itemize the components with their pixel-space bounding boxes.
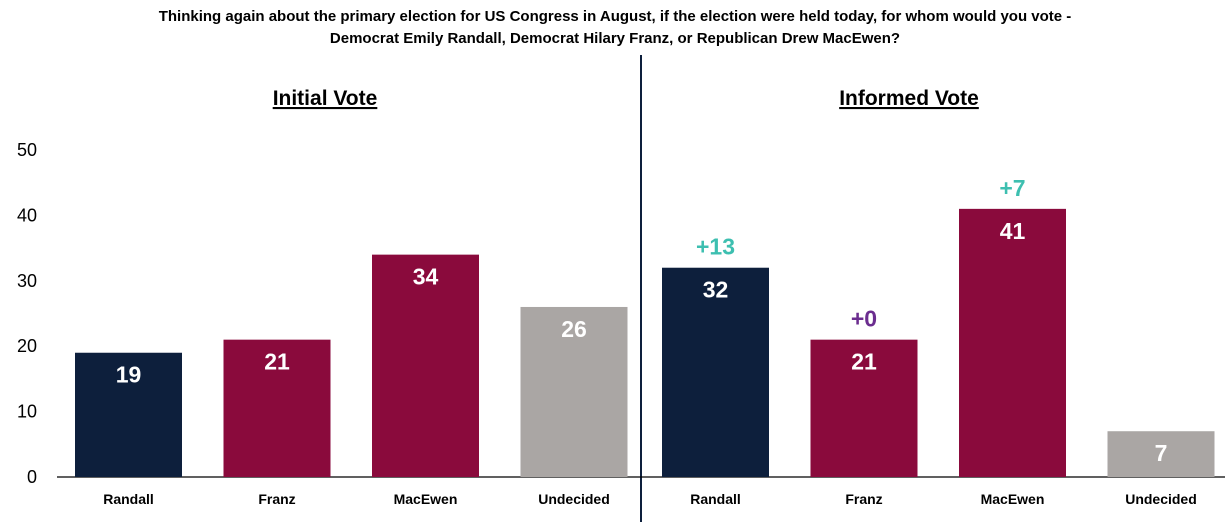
x-tick-label: Undecided [1125,491,1197,507]
bar [520,306,628,477]
panel-title-initial: Initial Vote [273,87,378,110]
y-tick-label: 0 [27,467,37,487]
x-tick-label: Undecided [538,491,610,507]
y-tick-label: 30 [17,271,37,291]
x-tick-label: Randall [690,491,741,507]
y-tick-label: 10 [17,402,37,422]
y-tick-label: 50 [17,140,37,160]
bar [959,208,1066,478]
bar [223,339,331,477]
y-tick-label: 40 [17,205,37,225]
bar-value-label: 19 [116,362,142,388]
x-tick-label: MacEwen [981,491,1045,507]
bar-value-label: 32 [703,277,729,303]
y-axis: 0 10 20 30 40 50 [17,140,37,487]
bar-value-label: 21 [264,349,290,375]
x-tick-label: Randall [103,491,154,507]
bar [662,267,769,477]
bar-value-label: 26 [561,316,587,342]
chart-title-line-1: Thinking again about the primary electio… [159,8,1072,25]
bar [75,352,182,477]
x-tick-label: Franz [258,491,295,507]
bar [372,254,479,477]
panel-title-informed: Informed Vote [839,87,979,110]
bar-value-label: 34 [413,264,439,290]
bars: 19 Randall 21 Franz 34 MacEwen 26 Undecided 32 Ra… [75,175,1215,507]
bar-value-label: 21 [851,349,877,375]
bar-value-label: 7 [1155,440,1168,466]
x-tick-label: Franz [845,491,882,507]
chart-title-line-2: Democrat Emily Randall, Democrat Hilary … [330,30,900,47]
change-label: +13 [696,234,735,260]
change-label: +7 [999,175,1025,201]
y-tick-label: 20 [17,336,37,356]
change-label: +0 [851,306,877,332]
bar-value-label: 41 [1000,218,1026,244]
bar [810,339,918,477]
bar [1107,431,1215,477]
x-tick-label: MacEwen [394,491,458,507]
